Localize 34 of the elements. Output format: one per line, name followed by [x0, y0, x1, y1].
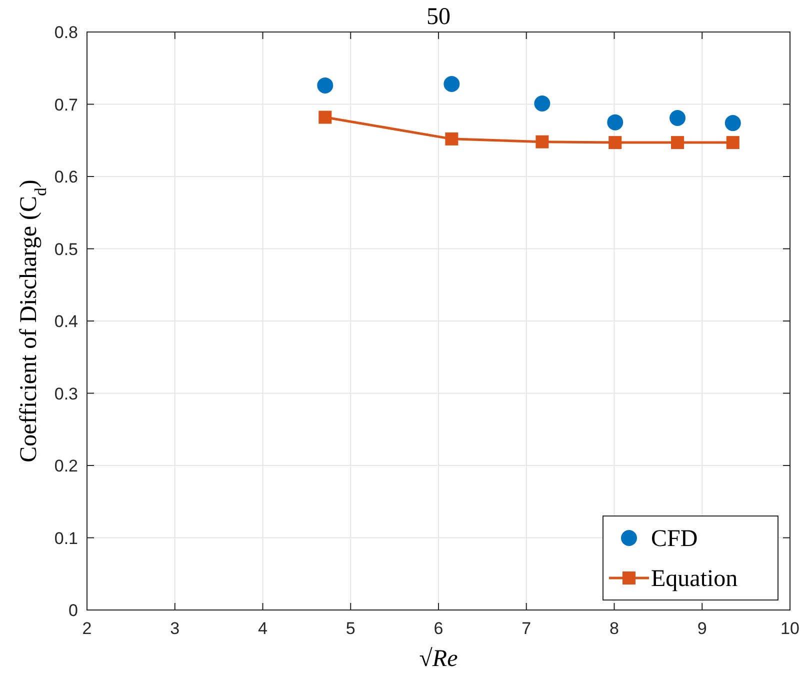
point: [607, 114, 624, 130]
y-tick-label: 0.6: [54, 168, 78, 186]
chart-title: 50: [426, 4, 450, 30]
point: [726, 136, 740, 150]
point: [671, 136, 684, 150]
y-tick-label: 0.2: [54, 456, 78, 476]
x-tick-label: 9: [697, 619, 707, 638]
y-tick-label: 0.5: [54, 240, 78, 259]
point: [724, 115, 741, 132]
x-tick-label: 3: [170, 619, 180, 638]
legend-label: CFD: [651, 526, 698, 552]
y-tick-label: 0.8: [54, 23, 78, 42]
x-tick-label: 10: [780, 619, 800, 638]
y-tick-label: 0.7: [54, 95, 78, 114]
x-tick-label: 7: [522, 619, 532, 638]
x-axis-title: √Re: [419, 646, 458, 672]
y-tick-label: 0.4: [54, 312, 78, 331]
x-tick-label: 6: [434, 619, 444, 638]
y-tick-label: 0.1: [54, 528, 78, 548]
x-tick-label: 8: [610, 619, 619, 638]
x-tick-label: 5: [346, 619, 356, 638]
x-tick-label: 4: [258, 619, 268, 638]
point: [534, 96, 550, 112]
y-tick-label: 0.3: [54, 384, 78, 404]
point: [670, 110, 686, 126]
point: [608, 136, 622, 150]
y-tick-label: 0: [68, 601, 78, 620]
point: [318, 110, 332, 124]
point: [445, 132, 458, 146]
point: [444, 76, 460, 92]
point: [536, 135, 549, 148]
point: [317, 77, 334, 94]
legend-label: Equation: [651, 566, 738, 592]
x-tick-label: 2: [82, 619, 92, 638]
